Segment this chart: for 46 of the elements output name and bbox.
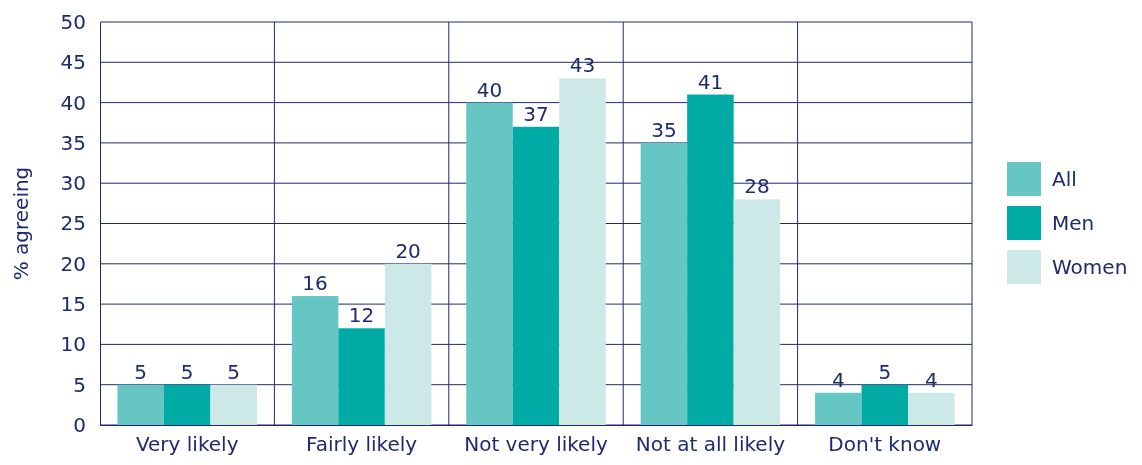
y-tick-label: 35 <box>60 130 86 155</box>
data-label: 5 <box>227 359 241 384</box>
y-tick-label: 20 <box>60 251 86 276</box>
bar <box>687 94 734 425</box>
x-tick-label: Not very likely <box>464 432 608 457</box>
bar <box>338 328 385 425</box>
bar <box>815 392 862 425</box>
bar <box>512 126 560 425</box>
y-tick-label: 10 <box>60 332 86 357</box>
bar <box>733 199 781 425</box>
x-tick-label: Very likely <box>135 432 239 457</box>
y-tick-label: 40 <box>60 90 86 115</box>
data-label: 16 <box>302 271 328 296</box>
x-tick-label: Fairly likely <box>306 432 418 457</box>
data-label: 12 <box>348 303 375 328</box>
data-label: 40 <box>476 77 503 102</box>
data-label: 35 <box>651 117 677 142</box>
y-tick-label: 30 <box>60 171 86 196</box>
bar <box>384 263 432 425</box>
x-tick-label: Don't know <box>828 432 942 457</box>
bar <box>908 392 955 425</box>
y-tick-label: 0 <box>73 412 86 437</box>
bar <box>640 142 688 425</box>
bar <box>291 296 339 425</box>
y-tick-label: 50 <box>60 9 86 34</box>
y-tick-label: 45 <box>60 50 86 75</box>
data-label: 5 <box>180 359 194 384</box>
data-label: 20 <box>395 238 421 263</box>
bar <box>210 384 257 425</box>
data-label: 5 <box>878 359 892 384</box>
y-tick-label: 15 <box>60 292 86 316</box>
data-label: 37 <box>523 101 549 126</box>
data-label: 41 <box>697 69 724 94</box>
bar <box>117 384 164 425</box>
y-axis-title: % agreeing <box>9 166 33 281</box>
bar <box>466 102 513 425</box>
bar <box>559 78 606 425</box>
bar <box>861 384 909 425</box>
x-tick-label: Not at all likely <box>635 432 786 457</box>
legend-label: Women <box>1052 255 1128 279</box>
y-tick-label: 5 <box>73 372 86 397</box>
legend-label: Men <box>1052 211 1095 235</box>
y-tick-label: 25 <box>60 211 86 236</box>
bar <box>163 384 211 425</box>
legend-label: All <box>1052 167 1077 191</box>
data-label: 5 <box>134 359 148 384</box>
